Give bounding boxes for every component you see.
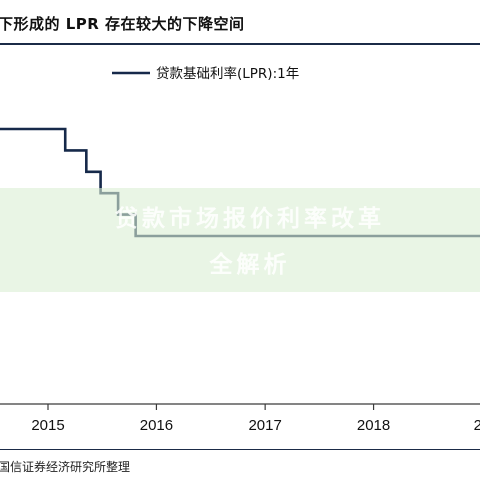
x-tick-label: 2015 — [31, 417, 64, 434]
source-note: 国信证券经济研究所整理 — [0, 460, 131, 474]
chart-title: 下形成的 LPR 存在较大的下降空间 — [0, 15, 245, 33]
watermark-text-line-2: 全解析 — [209, 252, 291, 278]
legend: 贷款基础利率(LPR):1年 — [112, 65, 299, 82]
title-rule — [0, 43, 480, 45]
legend-label: 贷款基础利率(LPR):1年 — [156, 65, 299, 82]
source-rule — [0, 449, 480, 450]
x-tick-label: 20 — [474, 417, 480, 434]
x-tick-label: 2017 — [248, 417, 281, 434]
x-axis: 2015 2016 2017 2018 20 — [0, 403, 480, 434]
x-tick-label: 2016 — [140, 417, 173, 434]
x-tick-label: 2018 — [357, 417, 390, 434]
watermark-text-line-1: 贷款市场报价利率改革 — [115, 206, 385, 232]
watermark-band — [0, 188, 480, 292]
